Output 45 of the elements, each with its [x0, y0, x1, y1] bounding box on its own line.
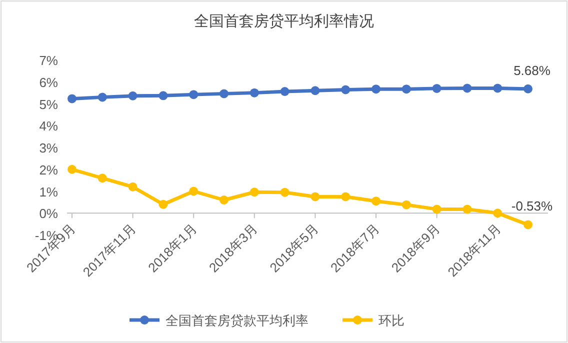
data-label: 5.68%: [514, 62, 551, 78]
point: [189, 186, 198, 196]
point: [128, 182, 138, 192]
point: [250, 88, 259, 98]
point: [68, 94, 76, 104]
point: [402, 200, 411, 210]
point: [158, 200, 168, 209]
point: [372, 196, 380, 206]
data-label: -0.53%: [511, 198, 554, 214]
point: [402, 84, 411, 94]
point: [128, 91, 138, 100]
point: [341, 85, 350, 94]
y-tick-label: 5%: [39, 96, 58, 112]
point: [189, 90, 198, 100]
point: [462, 204, 472, 214]
point: [432, 84, 442, 93]
y-tick-label: 4%: [39, 118, 58, 134]
point: [493, 84, 502, 93]
title: 全国首套房贷平均利率情况: [194, 13, 374, 30]
point: [310, 192, 320, 202]
point: [280, 87, 290, 96]
point: [310, 86, 320, 96]
point: [493, 208, 502, 218]
point: [280, 188, 290, 197]
y-tick-label: 2%: [39, 162, 58, 178]
point: [98, 174, 107, 183]
point: [462, 84, 472, 93]
point: [341, 192, 350, 202]
point: [158, 91, 168, 100]
y-tick-label: 6%: [39, 74, 58, 90]
point: [220, 196, 228, 204]
point: [432, 204, 442, 214]
point: [524, 220, 532, 230]
point: [98, 92, 107, 102]
y-tick-label: 3%: [39, 140, 58, 156]
y-tick-label: 7%: [39, 53, 58, 68]
y-tick-label: 0%: [39, 206, 58, 222]
legend-label: 全国首套房贷款平均利率: [166, 313, 308, 328]
point: [220, 89, 228, 98]
point: [372, 84, 380, 94]
point: [524, 84, 532, 94]
y-tick-label: 1%: [39, 184, 58, 200]
legend-label: 环比: [378, 313, 404, 328]
point: [68, 164, 76, 174]
point: [250, 188, 259, 197]
